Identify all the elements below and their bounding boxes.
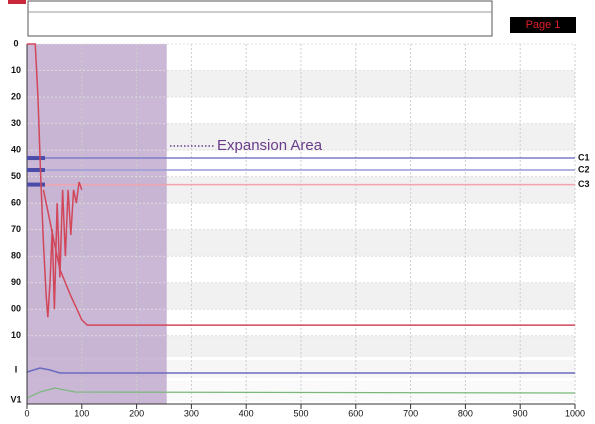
y-tick-label: 30 xyxy=(11,118,21,128)
level-label: C2 xyxy=(578,164,590,174)
page-label: Page 1 xyxy=(526,19,561,31)
y-tick-label: 80 xyxy=(11,251,21,261)
annotation: Expansion Area xyxy=(217,137,323,154)
x-tick-label: 0 xyxy=(24,408,29,418)
y-tick-label: 70 xyxy=(11,224,21,234)
x-tick-label: 100 xyxy=(74,408,89,418)
page-box xyxy=(510,17,576,33)
y-tick-label: 20 xyxy=(11,91,21,101)
level-stub xyxy=(27,167,45,172)
y-tick-label: 90 xyxy=(11,277,21,287)
level-stub xyxy=(27,182,45,187)
x-tick-label: 1000 xyxy=(565,408,585,418)
header-box xyxy=(27,0,493,37)
y-tick-label: 10 xyxy=(11,65,21,75)
x-tick-label: 800 xyxy=(458,408,473,418)
x-tick-label: 400 xyxy=(239,408,254,418)
legend-swatch xyxy=(8,0,26,4)
y-tick-label: 50 xyxy=(11,171,21,181)
y-tick-label: 60 xyxy=(11,198,21,208)
x-tick-label: 500 xyxy=(293,408,308,418)
x-tick-label: 900 xyxy=(513,408,528,418)
trace xyxy=(42,189,575,326)
y-tick-label: 40 xyxy=(11,144,21,154)
y-tick-label: 0 xyxy=(13,38,18,48)
x-tick-label: 200 xyxy=(129,408,144,418)
x-tick-label: 600 xyxy=(348,408,363,418)
level-label: C3 xyxy=(578,179,590,189)
lane-label: V1 xyxy=(10,394,21,404)
lane-trace xyxy=(26,367,575,374)
y-tick-label: 10 xyxy=(11,330,21,340)
level-stub xyxy=(27,156,45,161)
lane-trace xyxy=(26,387,576,399)
expansion-area xyxy=(27,44,167,404)
x-tick-label: 700 xyxy=(403,408,418,418)
lane-label: I xyxy=(15,364,18,374)
y-tick-label: 00 xyxy=(11,304,21,314)
x-tick-label: 300 xyxy=(184,408,199,418)
level-label: C1 xyxy=(578,152,590,162)
trace xyxy=(27,43,83,318)
